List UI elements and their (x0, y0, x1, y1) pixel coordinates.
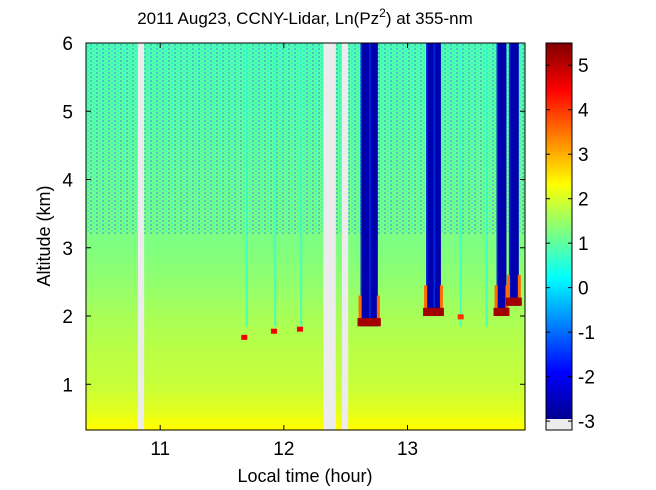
cloud-column-edge (517, 275, 521, 306)
colorbar-tick-label: 2 (578, 190, 589, 211)
x-tick-label: 12 (273, 439, 294, 460)
profile-band (86, 268, 525, 276)
thin-streak (245, 43, 248, 327)
profile-band (86, 255, 525, 263)
profile-band (86, 242, 525, 250)
cloud-base-layer (493, 307, 510, 317)
profile-band (86, 313, 525, 321)
y-tick-label: 2 (62, 307, 73, 328)
profile-band (86, 288, 525, 296)
y-axis-ticks: 1 2 3 4 5 6 (62, 34, 525, 396)
cloud-column-edge (494, 285, 498, 317)
colorbar-tick-label: -2 (578, 368, 595, 389)
colorbar-tick-label: 3 (578, 145, 589, 166)
axes-frame (85, 42, 526, 431)
cloud-column-streak (360, 43, 363, 327)
profile-band (86, 423, 525, 431)
colorbar-gradient (546, 43, 572, 419)
colorbar-tick-label: 5 (578, 56, 589, 77)
profile-band (86, 249, 525, 257)
profile-band (86, 294, 525, 302)
profile-band (86, 333, 525, 341)
profile-band (86, 307, 525, 315)
profile-band (86, 404, 525, 412)
data-gap (341, 43, 349, 430)
cloud-column-edge (424, 285, 428, 317)
y-axis-label: Altitude (km) (34, 185, 54, 286)
data-gap (323, 43, 336, 430)
cloud-column-streak (496, 43, 499, 317)
cloud-base-layer (423, 307, 444, 317)
profile-band (86, 397, 525, 405)
cloud-column-edge (506, 275, 510, 306)
colorbar-tick-label: 0 (578, 279, 589, 300)
profile-band (86, 281, 525, 289)
cloud-column (496, 43, 507, 317)
colorbar-tick-label: -3 (578, 412, 595, 433)
colorbar-frame (545, 42, 573, 431)
profile-band (86, 339, 525, 347)
profile-band (86, 371, 525, 379)
profile-band (86, 384, 525, 392)
chart-title: 2011 Aug23, CCNY-Lidar, Ln(Pz2) at 355-n… (137, 6, 473, 28)
cloud-column-streak (426, 43, 428, 317)
thin-streak (300, 43, 303, 327)
cloud-base-layer (357, 318, 381, 327)
cloud-column-streak (433, 43, 435, 317)
profile-band (86, 320, 525, 328)
y-tick-label: 5 (62, 102, 73, 123)
noise-texture (86, 43, 525, 235)
y-tick-label: 6 (62, 34, 73, 55)
y-tick-label: 4 (62, 171, 73, 192)
profile-band (86, 365, 525, 373)
cloud-column-edge (376, 295, 380, 327)
x-tick-label: 11 (150, 439, 170, 460)
cloud-base-layer (505, 297, 522, 306)
cloud-base-spot (296, 326, 303, 332)
x-axis-ticks: 11 12 13 (150, 43, 418, 460)
data-gap (137, 43, 145, 430)
cloud-column (508, 43, 519, 306)
profile-band (86, 301, 525, 309)
colorbar-tick-label: -1 (578, 323, 595, 344)
profile-band (86, 352, 525, 360)
profile-band (86, 417, 525, 425)
cloud-column-streak (508, 43, 511, 306)
colorbar (545, 42, 573, 431)
x-tick-label: 13 (397, 439, 418, 460)
colorbar-ticks: -3 -2 -1 0 1 2 3 4 5 (546, 56, 595, 433)
cloud-column-streak (369, 43, 371, 327)
profile-band (86, 262, 525, 270)
thin-streak (459, 43, 462, 327)
profile-band (86, 346, 525, 354)
colorbar-tick-label: 4 (578, 101, 589, 122)
y-tick-label: 3 (62, 239, 73, 260)
colorbar-nodata-swatch (546, 419, 572, 430)
x-axis-label: Local time (hour) (237, 466, 372, 486)
profile-band (86, 275, 525, 283)
thin-streak (274, 43, 277, 327)
colorbar-tick-label: 1 (578, 234, 589, 255)
cloud-column-edge (439, 285, 443, 317)
thin-streak (485, 43, 488, 327)
cloud-column-edge (358, 295, 362, 327)
profile-band (86, 391, 525, 399)
profile-band (86, 236, 525, 244)
profile-band (86, 359, 525, 367)
cloud-base-spot (457, 314, 464, 320)
cloud-base-spot (270, 328, 277, 334)
heatmap-plot-area (86, 43, 525, 431)
cloud-base-spot (241, 334, 248, 340)
profile-band (86, 410, 525, 418)
y-tick-label: 1 (62, 375, 73, 396)
profile-band (86, 326, 525, 334)
profile-band (86, 378, 525, 386)
